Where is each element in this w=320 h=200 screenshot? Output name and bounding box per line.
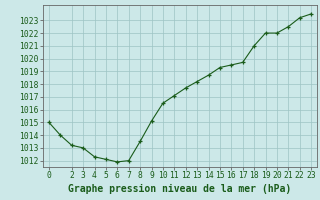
X-axis label: Graphe pression niveau de la mer (hPa): Graphe pression niveau de la mer (hPa) <box>68 184 292 194</box>
